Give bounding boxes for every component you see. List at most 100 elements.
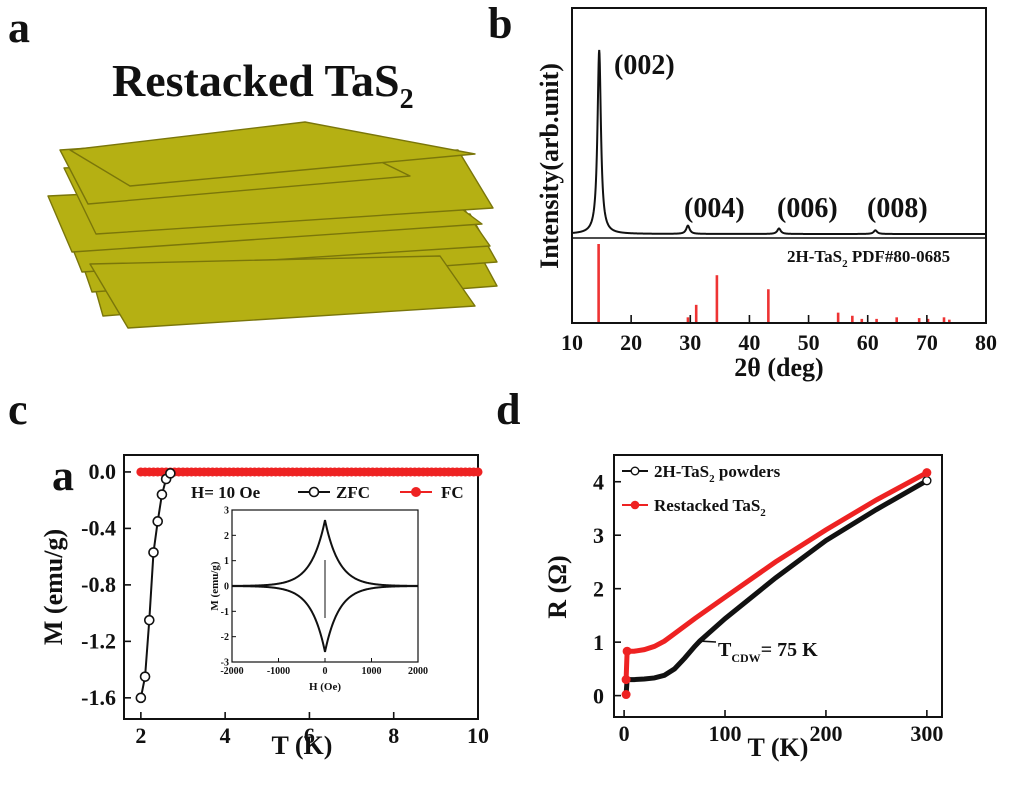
c-x-tick-label-6: 6 [304, 723, 315, 748]
d-x-tick-label-0: 0 [619, 721, 630, 746]
panel-c-y-axis-label: M (emu/g) [39, 529, 68, 645]
zfc-point-5 [152, 516, 164, 527]
restacked-end-marker [922, 468, 932, 478]
legend-fc-marker [411, 487, 421, 497]
panel-letter-a: a [8, 3, 30, 52]
panel-letter-c: c [8, 385, 28, 434]
legend-restacked: Restacked TaS2 [622, 496, 766, 519]
restacked-step-marker [622, 646, 632, 656]
tcdw-pointer-line [699, 640, 717, 643]
c-y-tick-label-3: -1.2 [81, 628, 116, 653]
reference-label-rest: PDF#80-0685 [848, 247, 950, 266]
peak-label-008: (008) [867, 193, 928, 224]
c-y-tick-label-2: -0.8 [81, 572, 116, 597]
x-tick-label-80: 80 [975, 330, 997, 355]
zfc-point-1 [135, 692, 147, 704]
inset-y-tick-label--3: -3 [221, 658, 229, 669]
zfc-line [139, 472, 172, 699]
legend-powders-main: 2H-TaS [654, 462, 709, 481]
panel-a-title: Restacked TaS2 [112, 55, 414, 115]
restacked-curve [623, 470, 929, 680]
reference-label-subscript: 2 [842, 258, 848, 270]
inset-y-tick-label-3: 3 [224, 506, 229, 517]
panel-b-x-axis-label: 2θ (deg) [734, 353, 823, 382]
c-y-tick-label-4: -1.6 [81, 685, 116, 710]
d-x-tick-label-300: 300 [910, 721, 943, 746]
reference-label-main: 2H-TaS [787, 247, 842, 266]
powders-curve [623, 478, 929, 695]
panel-a-title-subscript: 2 [400, 84, 414, 115]
panel-b-y-axis-label: Intensity(arb.unit) [535, 63, 564, 269]
zfc-point-6 [156, 489, 168, 500]
inset-ticks: -2000 -1000 0 1000 2000 3 2 1 0 -1 -2 -3 [220, 506, 428, 678]
legend-restacked-main: Restacked TaS [654, 496, 760, 515]
sheet-stack [47, 121, 498, 329]
c-y-tick-label-0: 0.0 [89, 459, 117, 484]
field-label: H= 10 Oe [191, 483, 261, 502]
x-tick-label-40: 40 [738, 330, 760, 355]
tcdw-annotation: TCDW= 75 K [718, 639, 818, 665]
panel-d-y-axis-label: R (Ω) [543, 555, 572, 618]
x-tick-label-30: 30 [679, 330, 701, 355]
panel-c-inner-letter: a [52, 451, 74, 500]
fc-point-81 [473, 467, 483, 477]
peak-label-006: (006) [777, 193, 838, 224]
tcdw-annotation-value: = 75 K [761, 639, 818, 661]
restacked-start-marker [621, 675, 631, 685]
zfc-point-2 [139, 671, 151, 682]
inset-y-tick-label-0: 0 [224, 582, 229, 593]
panel-a-title-main: Restacked TaS [112, 55, 400, 106]
legend-zfc-label: ZFC [336, 483, 370, 502]
d-y-tick-label-0: 0 [593, 684, 604, 709]
zfc-point-8 [165, 468, 176, 479]
panel-d-end-markers [621, 468, 932, 700]
legend-powders-subscript: 2 [709, 473, 715, 485]
powders-start-marker [621, 690, 631, 700]
panel-c-ticks: 2 4 6 8 100.0-0.4-0.8-1.2-1.6 [81, 459, 489, 748]
x-tick-label-20: 20 [620, 330, 642, 355]
powders-end-marker [922, 475, 932, 486]
inset-y-tick-label--1: -1 [221, 607, 229, 618]
inset-x-tick-label--1000: -1000 [267, 666, 290, 677]
x-tick-label-60: 60 [857, 330, 879, 355]
inset-x-tick-label-0: 0 [323, 666, 328, 677]
legend-restacked-subscript: 2 [760, 507, 766, 519]
d-y-tick-label-2: 2 [593, 577, 604, 602]
panel-c-frame [123, 454, 479, 720]
sheet-layer-8 [69, 121, 476, 187]
legend-restacked-label: Restacked TaS2 [654, 496, 766, 519]
inset-x-axis-label: H (Oe) [309, 681, 341, 693]
fc-series [136, 467, 483, 477]
inset-x-tick-label-1000: 1000 [362, 666, 382, 677]
inset-x-tick-label-2000: 2000 [408, 666, 428, 677]
panel-b-frame [571, 7, 987, 324]
d-y-tick-label-1: 1 [593, 630, 604, 655]
tcdw-annotation-subscript: CDW [731, 651, 760, 665]
panel-d-ticks: 0 100 200 300 0 1 2 3 4 [593, 470, 943, 746]
panel-a-illustration: Restacked TaS2 [47, 55, 498, 329]
d-y-tick-label-3: 3 [593, 523, 604, 548]
d-x-tick-label-200: 200 [809, 721, 842, 746]
legend-powders-label: 2H-TaS2 powders [654, 462, 781, 485]
x-tick-label-70: 70 [916, 330, 938, 355]
zfc-point-4 [148, 547, 159, 558]
panel-b-chart: 10 20 30 40 50 60 70 80 (002) (004) (006) (008)… [535, 7, 997, 382]
inset-y-tick-label--2: -2 [221, 632, 229, 643]
zfc-point-3 [143, 614, 155, 626]
reference-sticks [597, 244, 951, 322]
legend-zfc: ZFC [298, 483, 370, 502]
legend-fc-label: FC [441, 483, 464, 502]
panel-letter-d: d [496, 385, 520, 434]
d-x-tick-label-100: 100 [709, 721, 742, 746]
reference-label: 2H-TaS2 PDF#80-0685 [787, 247, 950, 270]
c-x-tick-label-2: 2 [135, 723, 146, 748]
xrd-pattern-line [571, 49, 986, 235]
legend-zfc-marker [308, 486, 320, 498]
inset-y-axis-label: M (emu/g) [209, 561, 221, 611]
panel-d-frame [613, 454, 943, 718]
panel-letter-b: b [488, 0, 512, 48]
x-tick-label-10: 10 [561, 330, 583, 355]
legend-powders-rest: powders [715, 462, 781, 481]
